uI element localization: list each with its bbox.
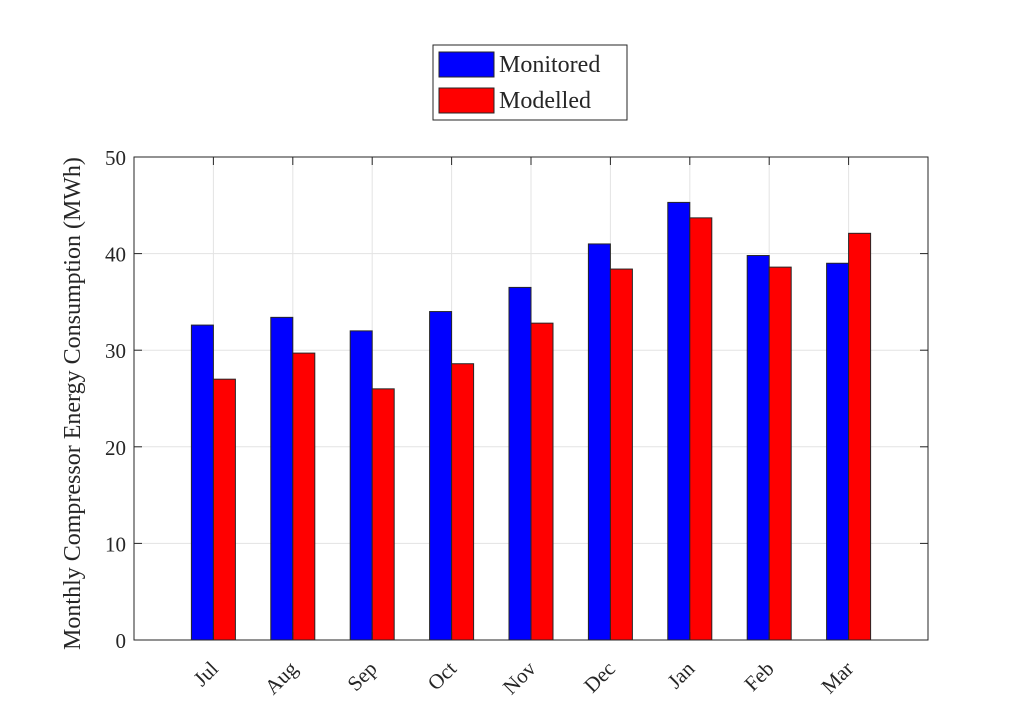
x-tick-label: Feb (739, 657, 778, 696)
bar-modelled-feb (768, 266, 792, 641)
y-tick-label: 50 (105, 146, 126, 170)
bar-monitored-aug (270, 316, 294, 641)
bar-monitored-dec (587, 243, 611, 641)
bar-modelled-dec (609, 268, 633, 641)
legend-label-modelled: Modelled (499, 88, 591, 114)
bar-modelled-aug (292, 352, 316, 641)
x-tick-label: Mar (816, 657, 858, 699)
legend-label-monitored: Monitored (499, 52, 600, 78)
x-tick-label: Oct (423, 656, 462, 695)
x-tick-label: Jul (189, 656, 223, 690)
bar-monitored-oct (429, 311, 453, 641)
bars (190, 201, 872, 641)
legend: Monitored Modelled (432, 44, 628, 121)
y-axis-label: Monthly Compressor Energy Consumption (M… (60, 157, 86, 650)
y-tick-label: 30 (105, 339, 126, 363)
legend-swatch-modelled (438, 87, 495, 114)
bar-monitored-jan (667, 201, 691, 641)
bar-monitored-mar (826, 262, 850, 641)
y-tick-label: 0 (116, 629, 127, 653)
bar-modelled-jan (689, 217, 713, 641)
bar-monitored-sep (349, 330, 373, 641)
bar-modelled-jul (212, 378, 236, 641)
x-tick-label: Sep (342, 657, 381, 696)
bar-monitored-nov (508, 286, 532, 641)
x-tick-label: Aug (260, 656, 303, 699)
x-tick-label: Nov (498, 656, 541, 699)
bar-modelled-nov (530, 322, 554, 641)
bar-monitored-jul (190, 324, 214, 641)
x-tick-label: Jan (663, 656, 700, 693)
bar-modelled-mar (848, 232, 872, 641)
legend-swatch-monitored (438, 51, 495, 78)
y-tick-label: 10 (105, 532, 126, 556)
x-tick-label: Dec (579, 657, 620, 698)
y-tick-label: 20 (105, 436, 126, 460)
bar-modelled-sep (371, 388, 395, 641)
bar-modelled-oct (451, 363, 475, 641)
bar-monitored-feb (746, 255, 770, 641)
y-tick-label: 40 (105, 243, 126, 267)
